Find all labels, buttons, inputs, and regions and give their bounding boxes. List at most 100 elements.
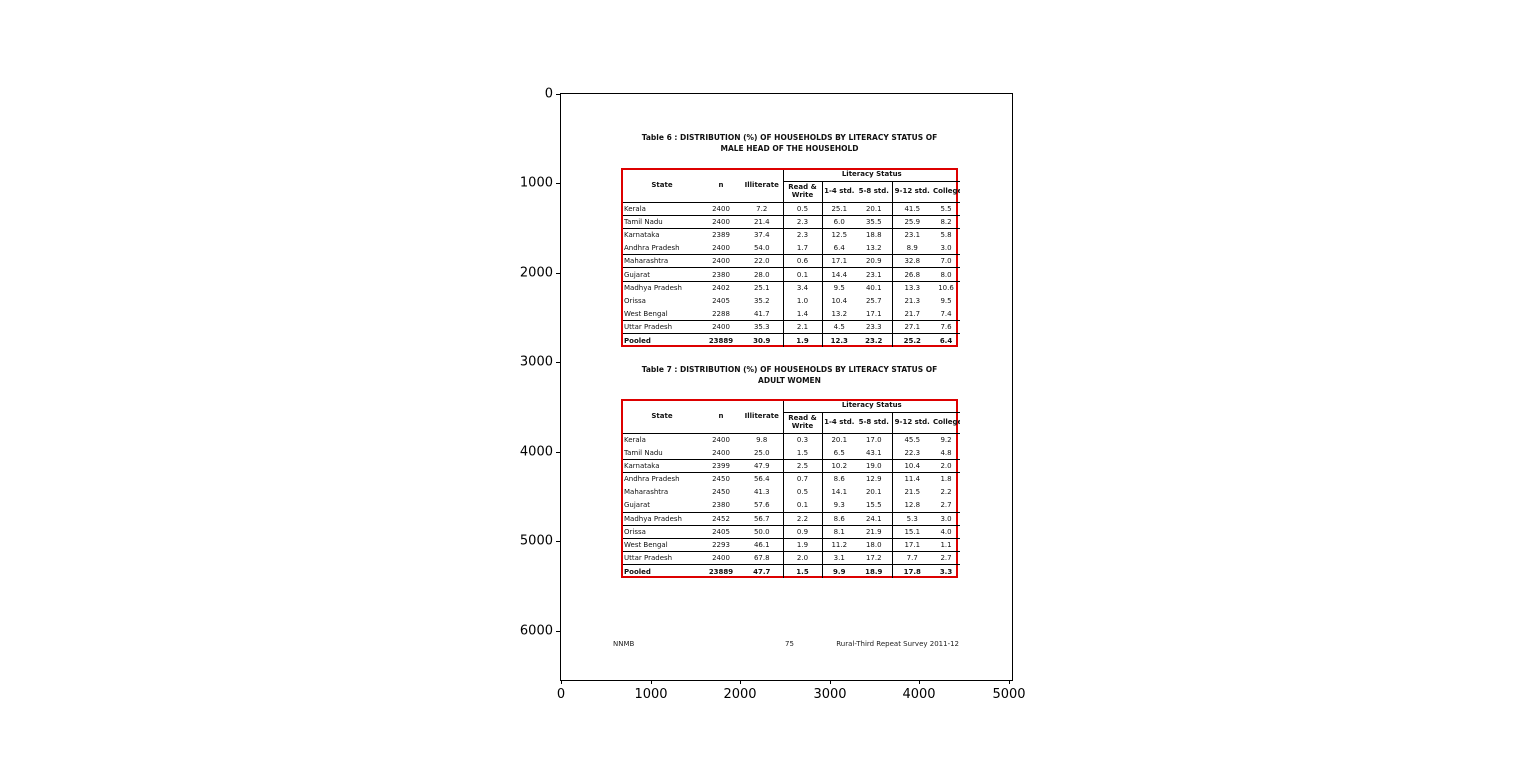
col-header-n: n [701, 170, 741, 203]
table-cell: 2399 [701, 459, 741, 474]
col-header: College [932, 412, 961, 434]
table-cell: 2400 [701, 320, 741, 335]
table-cell: Pooled [624, 336, 651, 345]
table-cell: 6.4 [822, 241, 856, 256]
y-tick-mark [556, 273, 560, 274]
table-cell: 1.9 [783, 333, 823, 348]
table-cell: 10.4 [892, 459, 932, 474]
table-row: West Bengal 2293 46.1 1.9 11.2 18.0 17.1 1.1 [623, 538, 961, 553]
table-cell: 27.1 [892, 320, 932, 335]
footer-org: NNMB [613, 640, 635, 648]
table-cell: 9.2 [940, 435, 952, 444]
table-row: Uttar Pradesh 2400 67.8 2.0 3.1 17.2 7.7 2.7 [623, 551, 961, 566]
y-tick-label: 2000 [519, 265, 553, 281]
col-header: 5-8 std. [856, 412, 893, 434]
table-cell: 0.1 [783, 498, 823, 513]
table-row: Maharashtra 2400 22.0 0.6 17.1 20.9 32.8 7.0 [623, 254, 961, 269]
table-cell: 12.3 [830, 336, 848, 345]
table-cell: 6.4 [939, 336, 953, 345]
table-cell: 2450 [712, 475, 730, 484]
y-tick-mark [556, 452, 560, 453]
table-cell: 2402 [712, 283, 730, 292]
table-cell: 23889 [708, 567, 734, 576]
table-cell: 19.0 [856, 459, 893, 474]
table-cell: 17.1 [892, 538, 932, 553]
table-cell: 23.3 [856, 320, 893, 335]
table-cell: 41.7 [741, 307, 784, 322]
table-cell: 21.4 [741, 215, 784, 229]
y-tick-label: 5000 [519, 533, 553, 549]
table-cell: 3.4 [783, 281, 823, 295]
table-cell: 22.0 [741, 254, 784, 269]
table-cell: Orissa [624, 296, 646, 305]
y-tick-mark [556, 183, 560, 184]
table-row: Maharashtra 2450 41.3 0.5 14.1 20.1 21.5 2.2 [623, 485, 960, 499]
table-cell: 6.0 [822, 215, 856, 229]
table-cell: 54.0 [741, 241, 784, 256]
x-tick-label: 4000 [902, 687, 936, 702]
table-cell: 3.3 [939, 567, 953, 576]
table-row: Orissa 2405 50.0 0.9 8.1 21.9 15.1 4.0 [623, 525, 961, 540]
table-cell: 67.8 [741, 551, 784, 566]
y-tick-mark [556, 362, 560, 363]
table-cell: 15.1 [892, 525, 932, 540]
table-cell: 2.2 [940, 488, 952, 497]
table-cell: 17.0 [856, 433, 893, 447]
table-row: Madhya Pradesh 2452 56.7 2.2 8.6 24.1 5.3 3.0 [623, 512, 961, 526]
table-cell: 50.0 [741, 525, 784, 540]
table-cell: 2400 [712, 435, 730, 444]
x-tick-label: 2000 [723, 687, 757, 702]
table-cell: Gujarat [623, 498, 701, 513]
y-tick-label: 4000 [519, 444, 553, 460]
table-cell: 3.1 [822, 551, 856, 566]
table-cell: 0.6 [783, 254, 823, 269]
table-cell: 2.5 [783, 459, 823, 474]
x-tick-label: 3000 [813, 687, 847, 702]
table-cell: 8.9 [892, 241, 932, 256]
table-cell: Maharashtra [623, 254, 701, 269]
table-row: Kerala 2400 9.8 0.3 20.1 17.0 45.5 9.2 [623, 433, 960, 447]
table-cell: 13.2 [822, 307, 856, 322]
table-cell: 2.3 [783, 215, 823, 229]
table-cell: 2400 [701, 551, 741, 566]
table-cell: 4.5 [822, 320, 856, 335]
table-cell: 8.6 [833, 475, 845, 484]
table-cell: 25.9 [892, 215, 932, 229]
table-cell: 1.1 [932, 538, 961, 553]
table-cell: 2452 [701, 512, 741, 526]
table-cell: 57.6 [741, 498, 784, 513]
table-cell: 1.5 [783, 564, 823, 579]
table-cell: 2.2 [783, 512, 823, 526]
table-cell: 1.4 [783, 307, 823, 322]
table-cell: 7.4 [932, 307, 961, 322]
table-cell: 10.4 [831, 296, 848, 305]
table-cell: 2.3 [783, 228, 823, 242]
page-footer: NNMB 75 Rural-Third Repeat Survey 2011-1… [561, 640, 1012, 652]
table-cell: Andhra Pradesh [624, 475, 680, 484]
col-header-illiterate: Illiterate [741, 401, 784, 434]
table-cell: Kerala [623, 202, 701, 216]
table-cell: 2.1 [783, 320, 823, 335]
col-header: College [932, 181, 961, 203]
table-cell: 25.0 [741, 446, 784, 460]
table-row: Gujarat 2380 57.6 0.1 9.3 15.5 12.8 2.7 [623, 498, 961, 513]
table-cell: 23889 [708, 336, 734, 345]
table-cell: 23.1 [904, 231, 921, 240]
table-cell: 2450 [712, 488, 730, 497]
table-cell: 35.3 [741, 320, 784, 335]
col-header: 1-4 std. [822, 181, 856, 203]
table-cell: 0.7 [783, 472, 823, 486]
table-cell: 9.5 [940, 296, 952, 305]
table-row: Tamil Nadu 2400 21.4 2.3 6.0 35.5 25.9 8.2 [623, 215, 961, 229]
table-cell: Orissa [623, 525, 701, 540]
table-cell: 21.7 [892, 307, 932, 322]
table-cell: 20.9 [856, 254, 893, 269]
y-tick-label: 6000 [519, 623, 553, 639]
table-cell: 2400 [701, 215, 741, 229]
table-cell: 13.2 [856, 241, 893, 256]
table-cell: Karnataka [624, 231, 660, 240]
table6-title-line1: Table 6 : DISTRIBUTION (%) OF HOUSEHOLDS… [641, 133, 938, 142]
table-cell: 8.0 [932, 267, 961, 282]
table-cell: 23.2 [856, 333, 893, 348]
table-cell: 18.8 [856, 228, 893, 242]
